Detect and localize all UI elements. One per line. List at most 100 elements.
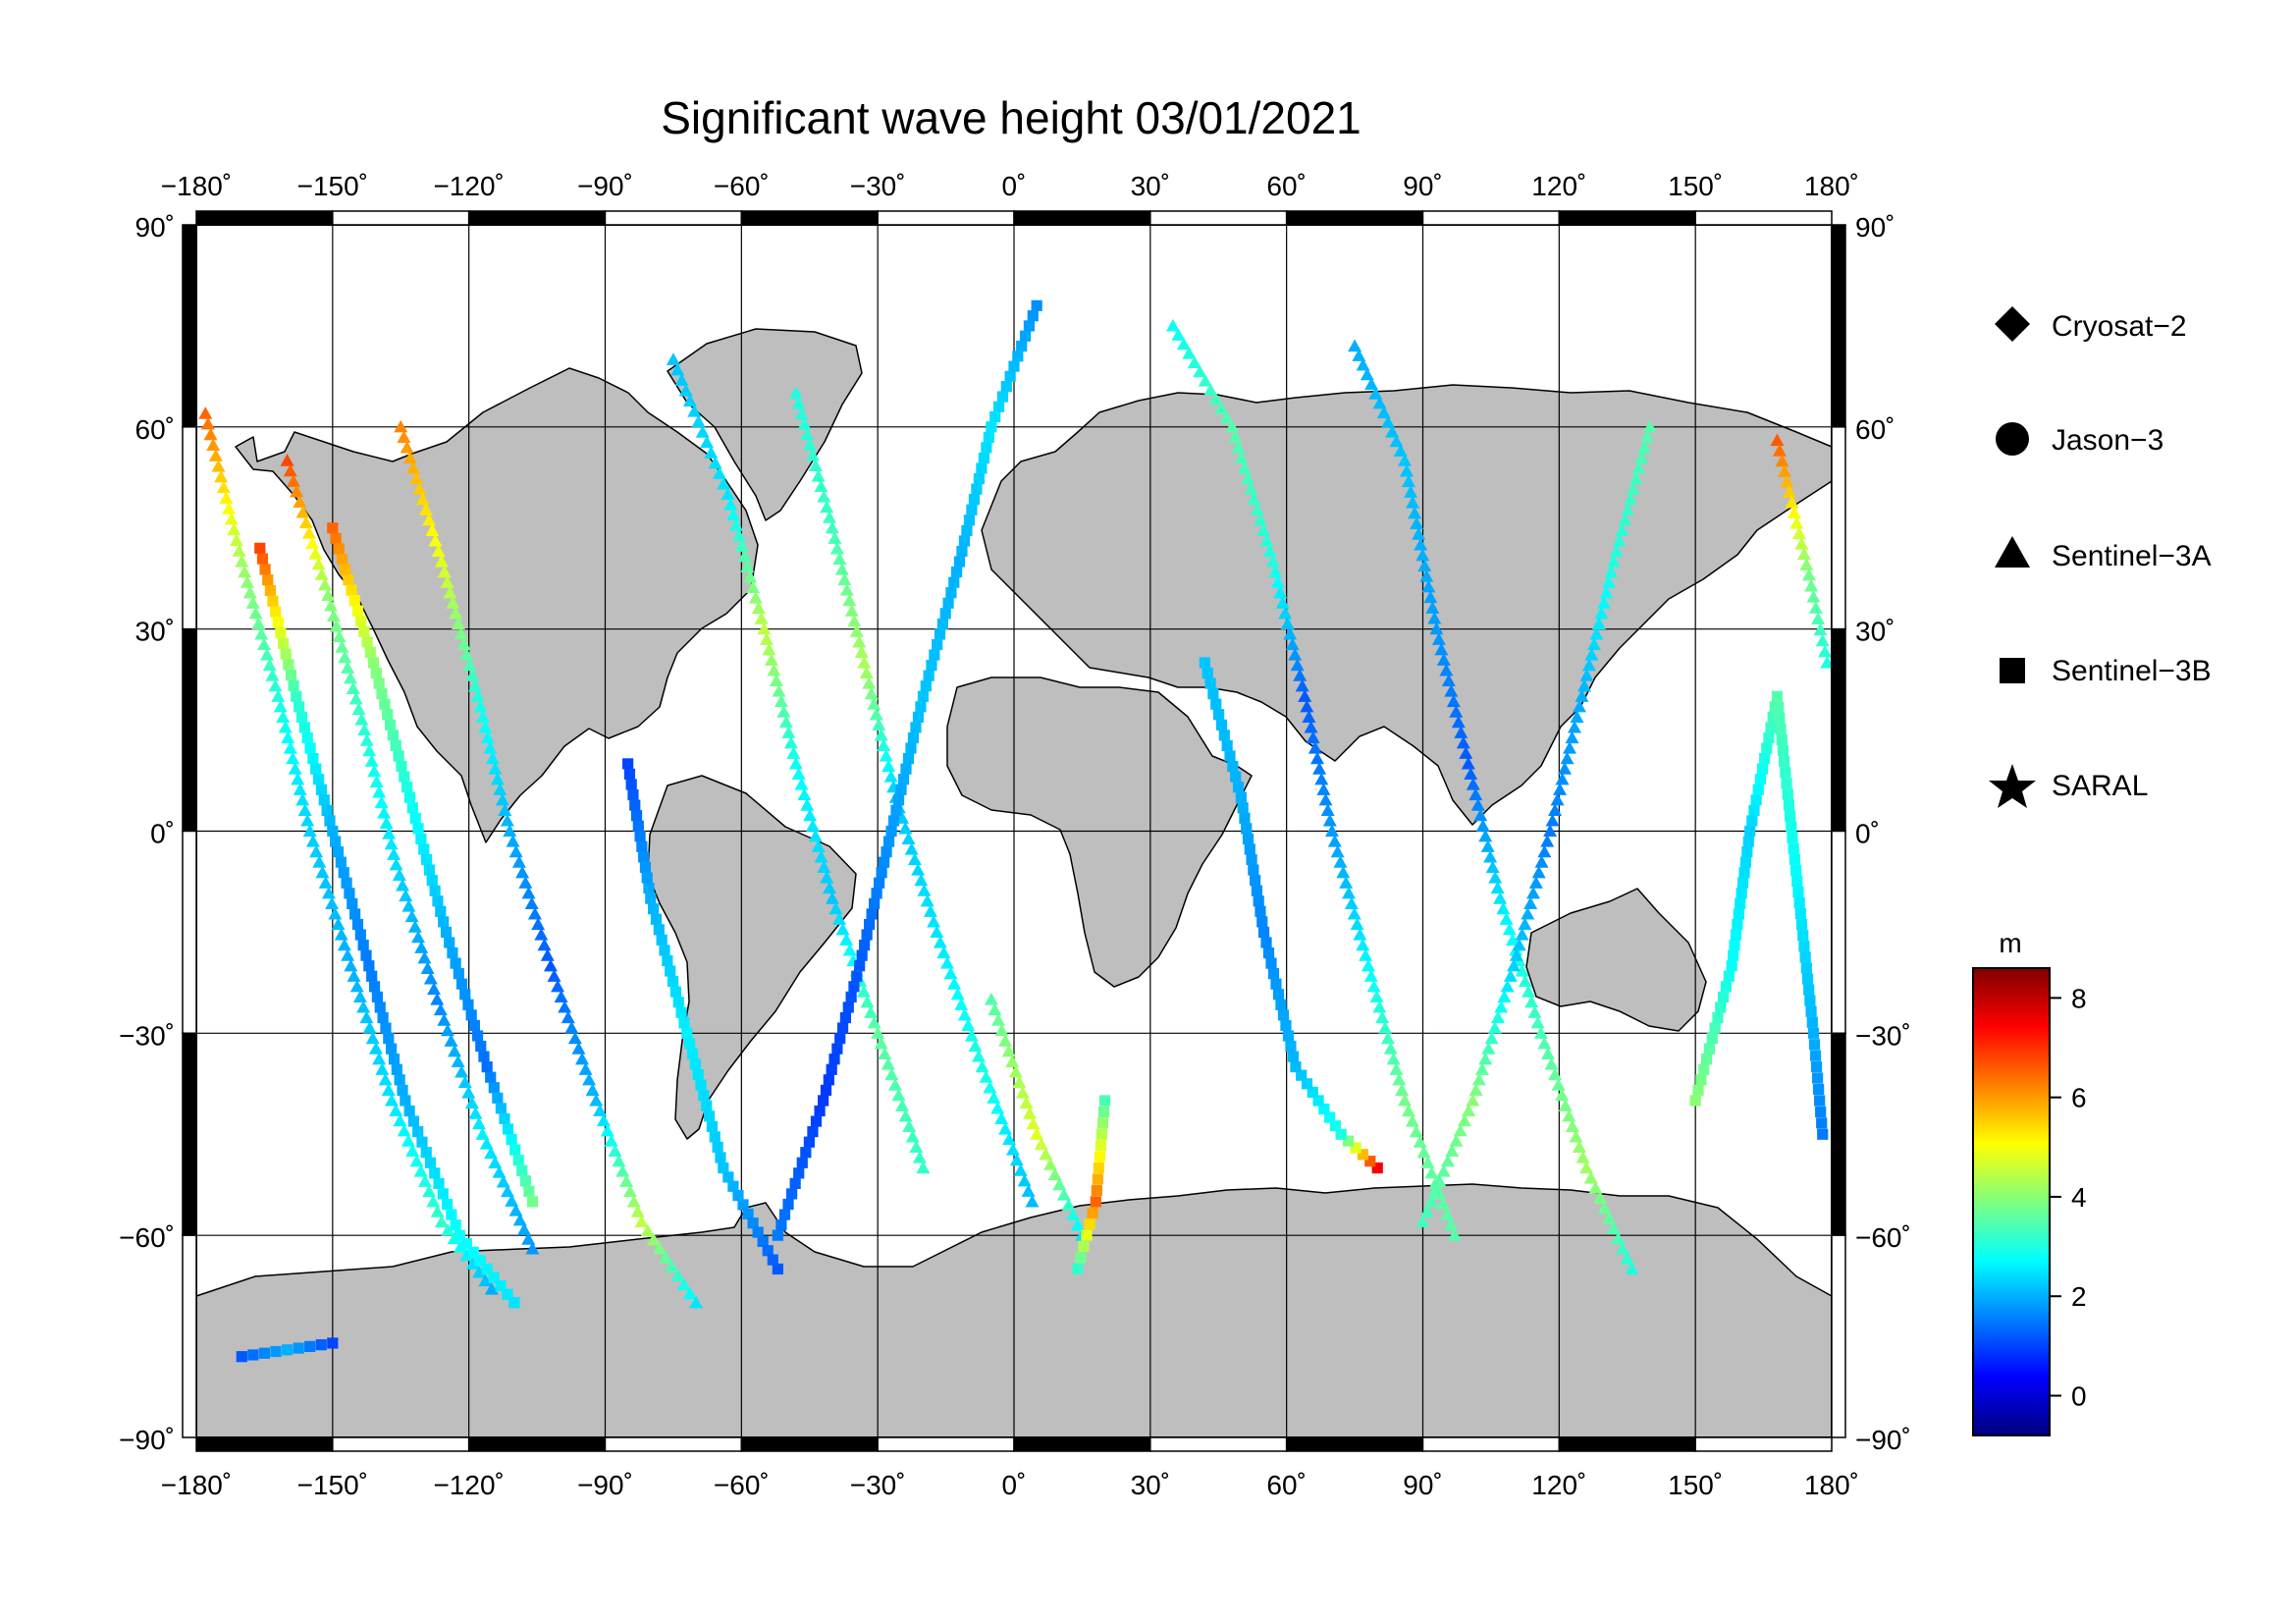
- triangle-marker: [1534, 855, 1549, 868]
- triangle-marker: [229, 533, 243, 547]
- triangle-marker: [847, 614, 862, 627]
- triangle-marker: [1008, 1064, 1023, 1078]
- square-marker: [1809, 1050, 1822, 1061]
- triangle-marker: [1451, 715, 1466, 729]
- triangle-marker: [422, 513, 437, 526]
- triangle-marker: [612, 1154, 626, 1167]
- triangle-marker: [485, 751, 500, 765]
- triangle-marker: [1490, 881, 1505, 894]
- square-marker: [367, 657, 380, 669]
- square-marker: [1277, 1009, 1290, 1021]
- triangle-marker: [448, 1044, 462, 1057]
- triangle-marker: [1565, 730, 1579, 744]
- longitude-tick-label: 180˚: [1804, 171, 1859, 201]
- square-marker: [992, 401, 1005, 412]
- triangle-marker: [443, 585, 457, 599]
- triangle-marker: [769, 674, 783, 687]
- triangle-marker: [235, 555, 249, 568]
- square-marker: [1812, 1072, 1824, 1084]
- frame-bar-left: [182, 627, 197, 833]
- triangle-marker: [1314, 772, 1329, 785]
- triangle-marker: [433, 1002, 448, 1016]
- square-marker: [281, 1344, 294, 1356]
- frame-bar-bottom: [467, 1436, 607, 1452]
- square-marker: [643, 882, 655, 894]
- triangle-marker: [1488, 871, 1503, 884]
- triangle-marker: [337, 938, 351, 951]
- triangle-marker: [803, 438, 818, 451]
- square-marker: [1806, 1016, 1818, 1028]
- triangle-marker: [444, 1034, 458, 1047]
- triangle-marker: [783, 735, 798, 749]
- triangle-marker: [493, 783, 507, 795]
- longitude-tick-label: −180˚: [161, 1470, 232, 1500]
- triangle-marker: [1473, 808, 1488, 822]
- triangle-marker: [1583, 1170, 1598, 1184]
- triangle-marker: [1818, 644, 1833, 658]
- triangle-marker: [309, 844, 324, 858]
- triangle-marker: [1806, 590, 1821, 603]
- square-marker: [1285, 1040, 1297, 1053]
- latitude-tick-label: −90˚: [1855, 1425, 1911, 1455]
- triangle-marker: [990, 1013, 1005, 1026]
- frame-bar-left: [182, 224, 197, 428]
- triangle-marker: [1330, 844, 1345, 858]
- triangle-marker: [1381, 415, 1396, 428]
- triangle-marker: [412, 482, 427, 495]
- square-marker: [966, 504, 978, 515]
- triangle-marker: [484, 1146, 499, 1160]
- square-marker: [495, 1280, 507, 1292]
- triangle-marker: [1445, 1144, 1460, 1158]
- triangle-marker: [1021, 1184, 1036, 1197]
- triangle-marker: [1481, 1042, 1496, 1055]
- square-marker: [1777, 745, 1789, 757]
- square-marker: [475, 1040, 487, 1053]
- square-marker: [346, 584, 357, 596]
- square-marker: [1752, 784, 1764, 795]
- triangle-marker: [1453, 1123, 1468, 1137]
- square-marker: [272, 617, 284, 628]
- square-marker: [1735, 897, 1746, 909]
- triangle-marker: [498, 803, 512, 816]
- square-marker: [1272, 989, 1285, 1001]
- square-marker: [1692, 1084, 1704, 1096]
- square-marker: [1012, 351, 1024, 362]
- square-marker: [703, 1110, 716, 1122]
- triangle-marker: [335, 640, 349, 653]
- square-marker: [481, 1061, 493, 1073]
- triangle-marker: [689, 1295, 704, 1309]
- triangle-marker: [1423, 590, 1438, 604]
- triangle-marker: [1017, 1173, 1032, 1187]
- triangle-marker: [1372, 1000, 1387, 1013]
- triangle-marker: [874, 1036, 888, 1050]
- triangle-marker: [434, 1215, 449, 1228]
- triangle-marker: [334, 928, 348, 941]
- triangle-marker: [1228, 430, 1243, 443]
- square-marker: [394, 1074, 405, 1086]
- triangle-marker: [521, 886, 536, 899]
- square-marker: [1765, 722, 1777, 733]
- square-marker: [254, 542, 266, 554]
- triangle-marker: [737, 549, 752, 563]
- triangle-marker: [418, 503, 433, 515]
- triangle-marker: [1441, 674, 1456, 687]
- square-marker: [1218, 730, 1230, 741]
- square-marker: [382, 709, 394, 721]
- square-marker: [1779, 756, 1790, 768]
- square-marker: [407, 1115, 420, 1127]
- square-marker: [951, 567, 963, 578]
- square-marker: [648, 903, 660, 915]
- triangle-marker: [515, 865, 530, 879]
- triangle-marker: [259, 648, 274, 661]
- square-marker: [400, 1095, 411, 1107]
- square-marker: [447, 947, 458, 959]
- triangle-marker: [1436, 1163, 1451, 1177]
- square-marker: [1199, 657, 1210, 669]
- square-marker: [636, 840, 648, 852]
- triangle-marker: [1333, 855, 1348, 868]
- triangle-marker: [1259, 533, 1274, 547]
- square-marker: [1215, 719, 1228, 730]
- triangle-marker: [1496, 901, 1511, 915]
- triangle-marker: [1447, 1228, 1462, 1241]
- square-marker: [1746, 815, 1758, 827]
